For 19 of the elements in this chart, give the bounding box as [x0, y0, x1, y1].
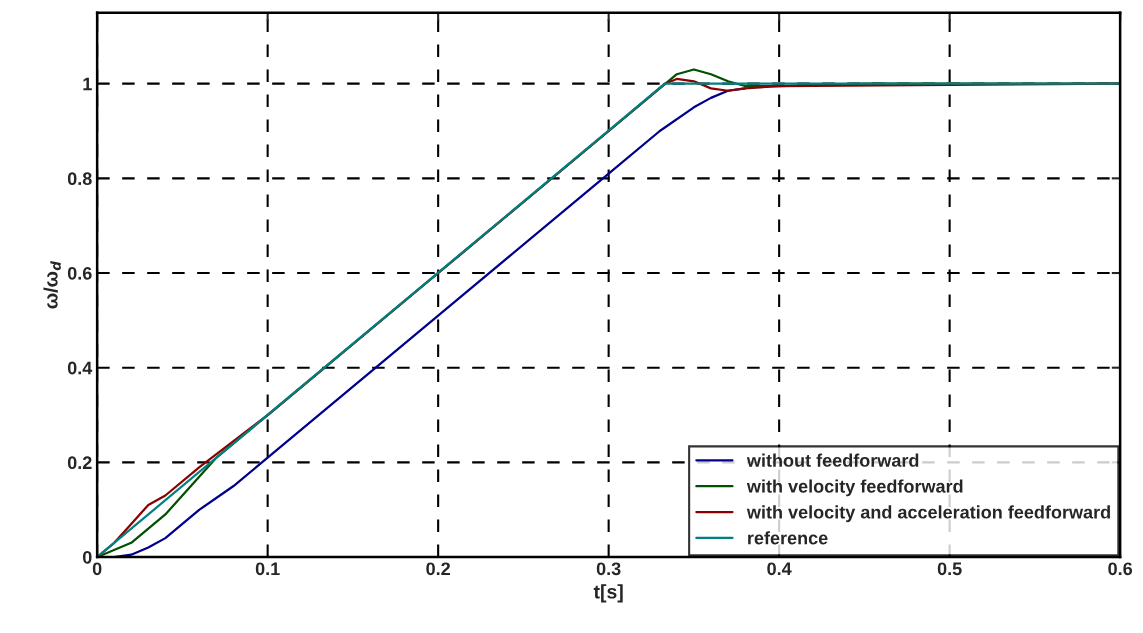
legend-label: with velocity feedforward: [746, 479, 963, 497]
legend-label: without feedforward: [746, 453, 919, 467]
y-tick-label: 0.8: [67, 172, 92, 186]
y-axis-title: ω/ω$_{d}$: [43, 260, 61, 309]
x-tick-label: 0.1: [255, 562, 280, 576]
legend-label: with velocity and acceleration feedforward: [746, 505, 1110, 523]
y-tick-label: 0.4: [67, 361, 93, 375]
y-tick-label: 0: [82, 550, 92, 564]
x-tick-label: 0.3: [596, 562, 621, 576]
legend-label: reference: [748, 531, 828, 545]
x-tick-label: 0.6: [1108, 562, 1133, 576]
x-tick-label: 0: [92, 562, 102, 576]
x-tick-label: 0.4: [767, 562, 792, 576]
y-tick-label: 0.2: [67, 456, 92, 470]
x-tick-label: 0.5: [937, 562, 962, 576]
x-tick-label: 0.2: [426, 562, 450, 576]
y-tick-label: 0.6: [67, 266, 92, 280]
y-tick-label: 1: [83, 77, 92, 91]
x-axis-title: t[s]: [593, 584, 623, 603]
